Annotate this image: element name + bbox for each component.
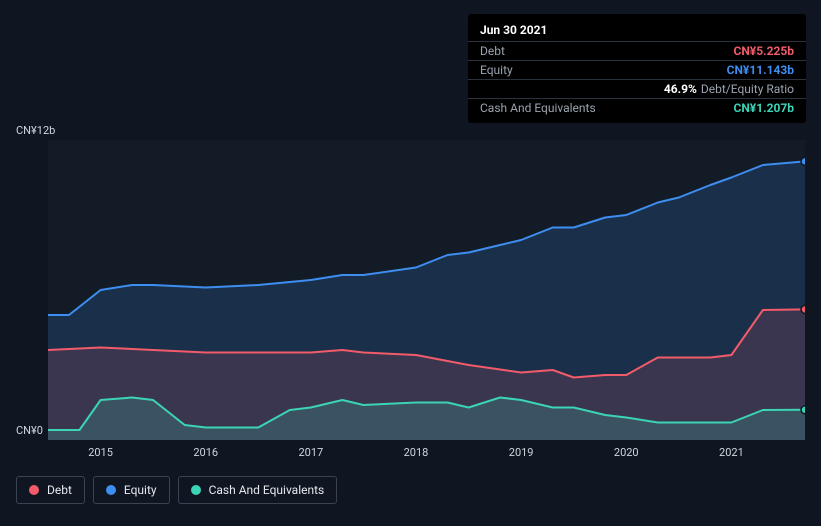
tooltip-row: Debt CN¥5.225b xyxy=(468,42,806,61)
series-end-marker xyxy=(801,305,805,313)
x-axis-tick: 2017 xyxy=(298,446,323,459)
tooltip-row-suffix: Debt/Equity Ratio xyxy=(701,82,794,96)
y-axis-label-max: CN¥12b xyxy=(16,124,55,137)
x-axis-tick: 2019 xyxy=(509,446,534,459)
legend-label: Debt xyxy=(47,483,72,497)
tooltip-row-label: Debt xyxy=(480,44,505,58)
legend-item[interactable]: Cash And Equivalents xyxy=(178,476,338,504)
legend-label: Cash And Equivalents xyxy=(209,483,325,497)
tooltip-row: 46.9%Debt/Equity Ratio xyxy=(468,80,806,99)
tooltip-row-label: Equity xyxy=(480,63,513,77)
balance-sheet-chart: CN¥12b CN¥0 xyxy=(16,140,805,440)
x-axis-tick: 2018 xyxy=(404,446,429,459)
x-axis-tick: 2020 xyxy=(614,446,639,459)
tooltip-row-value: CN¥11.143b xyxy=(727,63,794,77)
y-axis-label-min: CN¥0 xyxy=(16,424,43,437)
legend-label: Equity xyxy=(124,483,157,497)
x-axis-tick: 2021 xyxy=(719,446,744,459)
tooltip-row-label: Cash And Equivalents xyxy=(480,101,596,115)
tooltip-row-value: CN¥5.225b xyxy=(733,44,794,58)
x-axis-tick: 2015 xyxy=(88,446,113,459)
series-end-marker xyxy=(801,157,805,165)
tooltip-row-value: CN¥1.207b xyxy=(733,101,794,115)
plot-area[interactable] xyxy=(48,140,805,440)
legend-item[interactable]: Equity xyxy=(93,476,170,504)
legend-item[interactable]: Debt xyxy=(16,476,85,504)
chart-svg xyxy=(48,140,805,440)
legend-swatch xyxy=(29,485,39,495)
chart-legend: Debt Equity Cash And Equivalents xyxy=(16,476,337,504)
series-end-marker xyxy=(801,406,805,414)
x-axis-tick: 2016 xyxy=(193,446,218,459)
tooltip-row: Cash And Equivalents CN¥1.207b xyxy=(468,99,806,117)
chart-tooltip: Jun 30 2021 Debt CN¥5.225b Equity CN¥11.143b… xyxy=(468,14,806,123)
tooltip-row-value: 46.9%Debt/Equity Ratio xyxy=(664,82,794,96)
tooltip-row: Equity CN¥11.143b xyxy=(468,61,806,80)
tooltip-date: Jun 30 2021 xyxy=(468,20,806,42)
x-axis: 2015 2016 2017 2018 2019 2020 2021 xyxy=(48,446,805,462)
legend-swatch xyxy=(191,485,201,495)
legend-swatch xyxy=(106,485,116,495)
